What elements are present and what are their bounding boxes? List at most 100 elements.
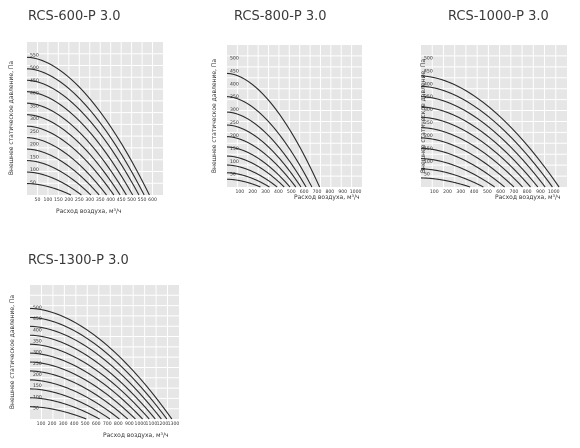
x-tick-label: 400 (470, 189, 479, 195)
x-tick-label: 450 (117, 197, 126, 203)
fan-curve (26, 56, 150, 196)
x-tick-label: 1200 (157, 421, 169, 427)
x-tick-label: 900 (125, 421, 134, 427)
fan-curve (226, 111, 307, 188)
x-tick-label: 200 (64, 197, 73, 203)
x-tick-label: 200 (443, 189, 452, 195)
x-tick-label: 1000 (135, 421, 147, 427)
x-tick-label: 500 (81, 421, 90, 427)
fan-curve (29, 379, 120, 420)
x-tick-label: 50 (35, 197, 41, 203)
fan-curve (420, 96, 546, 188)
plot-background (27, 42, 163, 195)
fan-curve (226, 172, 270, 188)
fan-curve (420, 127, 523, 188)
x-tick-label: 300 (59, 421, 68, 427)
fan-curve (226, 96, 313, 188)
y-axis-label: Внешнее статическое давление, Па (9, 295, 16, 409)
y-tick-label: 500 (33, 305, 42, 311)
x-tick-label: 500 (127, 197, 136, 203)
x-tick-label: 350 (96, 197, 105, 203)
x-tick-label: 800 (114, 421, 123, 427)
x-tick-label: 400 (106, 197, 115, 203)
fan-curve (420, 177, 471, 188)
y-tick-label: 450 (230, 68, 239, 74)
y-tick-label: 100 (33, 394, 42, 400)
y-tick-label: 200 (30, 142, 39, 148)
x-tick-label: 100 (235, 189, 244, 195)
fan-curve (26, 68, 145, 196)
y-tick-label: 200 (230, 133, 239, 139)
y-tick-label: 450 (424, 68, 433, 74)
chart-title: RCS-1000-P 3.0 (448, 9, 549, 24)
fan-curve (420, 116, 531, 188)
fan-curve (420, 106, 539, 188)
x-tick-label: 700 (313, 189, 322, 195)
x-axis-label: Расход воздуха, м³/ч (495, 194, 561, 201)
y-tick-label: 250 (30, 129, 39, 135)
y-tick-label: 500 (230, 56, 239, 62)
fan-curve (26, 79, 140, 196)
fan-curve (420, 137, 515, 188)
fan-curve (26, 114, 121, 196)
x-tick-label: 400 (274, 189, 283, 195)
y-tick-label: 400 (230, 81, 239, 87)
y-tick-label: 500 (30, 65, 39, 71)
y-tick-label: 550 (30, 52, 39, 58)
y-tick-label: 400 (424, 81, 433, 87)
chart-title: RCS-1300-P 3.0 (28, 253, 129, 268)
x-tick-label: 1100 (146, 421, 158, 427)
fan-curve (226, 178, 261, 188)
x-tick-label: 500 (483, 189, 492, 195)
fan-curve (29, 343, 150, 420)
chart-title: RCS-800-P 3.0 (234, 9, 327, 24)
fan-curve (226, 155, 285, 188)
x-tick-label: 600 (148, 197, 157, 203)
x-tick-label: 1300 (168, 421, 180, 427)
x-axis-label: Расход воздуха, м³/ч (56, 208, 122, 215)
plot-background (227, 45, 362, 187)
y-tick-label: 50 (424, 172, 430, 178)
y-tick-label: 300 (30, 116, 39, 122)
fan-curve (420, 158, 495, 188)
y-tick-label: 350 (230, 94, 239, 100)
x-tick-label: 200 (248, 189, 257, 195)
x-tick-label: 150 (54, 197, 63, 203)
x-tick-label: 700 (103, 421, 112, 427)
fan-curve (420, 75, 560, 188)
y-tick-label: 250 (33, 361, 42, 367)
fan-curve (29, 370, 129, 420)
fan-curve (226, 164, 278, 188)
y-tick-label: 150 (33, 383, 42, 389)
fan-curve (26, 125, 115, 196)
plot-background (421, 45, 567, 187)
fan-curve (29, 397, 100, 420)
x-tick-label: 800 (325, 189, 334, 195)
y-tick-label: 150 (230, 146, 239, 152)
x-tick-label: 600 (92, 421, 101, 427)
x-tick-label: 250 (75, 197, 84, 203)
x-axis-label: Расход воздуха, м³/ч (294, 194, 360, 201)
y-tick-label: 450 (33, 316, 42, 322)
x-tick-label: 400 (70, 421, 79, 427)
x-tick-label: 100 (44, 197, 53, 203)
x-tick-label: 900 (338, 189, 347, 195)
x-tick-label: 300 (85, 197, 94, 203)
y-axis-label: Внешнее статическое давление, Па (211, 59, 218, 173)
fan-curve (26, 160, 92, 196)
y-tick-label: 300 (230, 107, 239, 113)
chart-title: RCS-600-P 3.0 (28, 9, 121, 24)
x-tick-label: 100 (430, 189, 439, 195)
y-tick-label: 400 (30, 91, 39, 97)
y-tick-label: 50 (230, 172, 236, 178)
y-tick-label: 300 (424, 107, 433, 113)
x-tick-label: 600 (300, 189, 309, 195)
y-tick-label: 150 (424, 146, 433, 152)
fan-curve (29, 307, 173, 420)
fan-curve (29, 388, 111, 420)
fan-curve (226, 124, 302, 188)
y-tick-label: 500 (424, 56, 433, 62)
